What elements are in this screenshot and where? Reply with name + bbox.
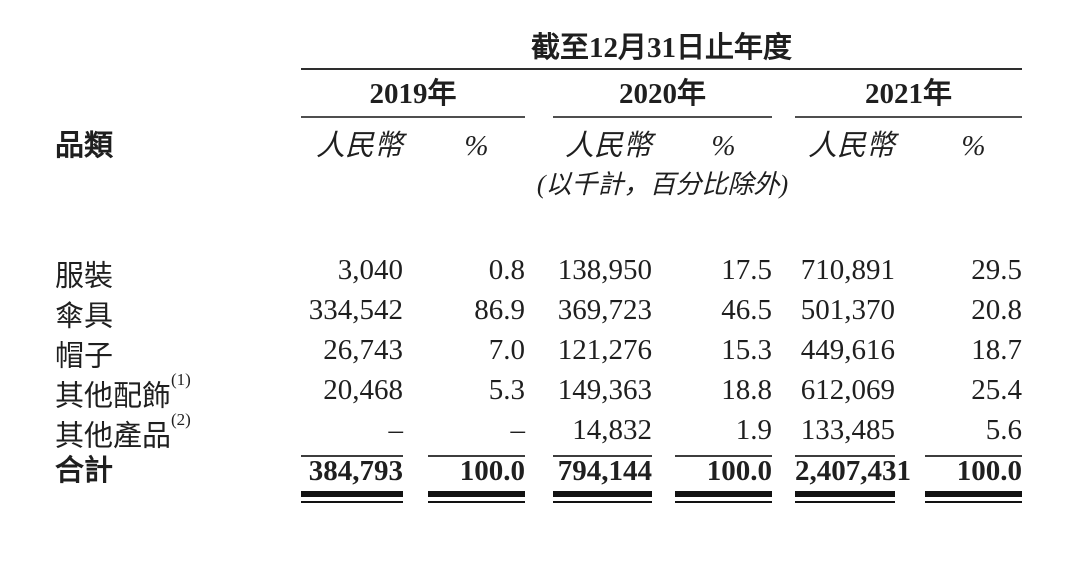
cell-2021-rmb: 501,370	[800, 294, 895, 326]
year-header-2020: 2020年	[553, 70, 772, 118]
total-label: 合計	[55, 455, 114, 487]
double-rule	[301, 491, 403, 503]
cell-2019-rmb: –	[301, 410, 403, 457]
table-row-umbrellas: 傘具 334,542 86.9 369,723 46.5 501,370 20.…	[55, 290, 1022, 333]
double-rule	[428, 491, 525, 503]
double-rule	[553, 491, 652, 503]
cell-2020-pct: 46.5	[721, 294, 772, 326]
table-row-other-accessories: 其他配飾(1) 20,468 5.3 149,363 18.8 612,069 …	[55, 370, 1022, 413]
cell-2020-pct: 17.5	[721, 254, 772, 286]
cell-2019-rmb: 3,040	[337, 254, 403, 286]
total-double-rule-row	[55, 490, 1022, 504]
cell-2019-pct: –	[428, 410, 525, 457]
double-rule	[675, 491, 772, 503]
cell-2020-rmb: 369,723	[557, 294, 652, 326]
total-2021-rmb: 2,407,431	[795, 455, 911, 487]
pct-column-header-2019: %	[464, 130, 489, 162]
year-header-2019: 2019年	[301, 70, 525, 118]
column-header-row: 品類 人民幣 % 人民幣 % 人民幣 %	[55, 118, 1022, 164]
cell-2019-rmb: 20,468	[323, 374, 403, 406]
cell-2021-pct: 29.5	[971, 254, 1022, 286]
pct-column-header-2020: %	[711, 130, 736, 162]
cell-2019-rmb: 26,743	[323, 334, 403, 366]
cell-2020-pct: 15.3	[721, 334, 772, 366]
pct-column-header-2021: %	[961, 130, 986, 162]
table-header-spanner-row: 截至12月31日止年度	[55, 30, 1022, 70]
cell-2020-pct: 18.8	[721, 374, 772, 406]
row-label: 服裝	[55, 260, 114, 293]
total-2020-pct: 100.0	[706, 455, 772, 487]
row-label: 其他產品	[55, 420, 172, 453]
cell-2019-rmb: 334,542	[308, 294, 403, 326]
cell-2021-rmb: 449,616	[800, 334, 895, 366]
units-note-row: (以千計，百分比除外)	[55, 164, 1022, 206]
category-column-header: 品類	[55, 130, 114, 162]
total-2019-pct: 100.0	[459, 455, 525, 487]
cell-2021-rmb: 710,891	[800, 254, 895, 286]
cell-2020-rmb: 149,363	[557, 374, 652, 406]
cell-2021-rmb: 612,069	[800, 374, 895, 406]
year-header-row: 2019年 2020年 2021年	[55, 70, 1022, 118]
table-title: 截至12月31日止年度	[301, 30, 1022, 70]
cell-2021-pct: 25.4	[971, 374, 1022, 406]
total-2021-pct: 100.0	[956, 455, 1022, 487]
cell-2020-pct: 1.9	[675, 410, 772, 457]
table-row-clothing: 服裝 3,040 0.8 138,950 17.5 710,891 29.5	[55, 250, 1022, 293]
footnote-ref: (2)	[171, 410, 191, 429]
cell-2021-pct: 18.7	[971, 334, 1022, 366]
rmb-column-header-2019: 人民幣	[315, 130, 403, 162]
double-rule	[795, 491, 895, 503]
rmb-column-header-2020: 人民幣	[564, 130, 652, 162]
cell-2021-rmb: 133,485	[795, 410, 895, 457]
rmb-column-header-2021: 人民幣	[807, 130, 895, 162]
double-rule	[925, 491, 1022, 503]
cell-2019-pct: 86.9	[474, 294, 525, 326]
cell-2019-pct: 0.8	[488, 254, 525, 286]
cell-2020-rmb: 138,950	[557, 254, 652, 286]
cell-2019-pct: 5.3	[488, 374, 525, 406]
cell-2020-rmb: 121,276	[557, 334, 652, 366]
units-note: (以千計，百分比除外)	[536, 170, 789, 199]
header-body-spacer	[55, 206, 1022, 250]
row-label: 其他配飾	[55, 380, 172, 413]
cell-2021-pct: 5.6	[925, 410, 1022, 457]
table-row-other-products: 其他產品(2) – – 14,832 1.9 133,485 5.6	[55, 410, 1022, 457]
total-2019-rmb: 384,793	[308, 455, 403, 487]
cell-2020-rmb: 14,832	[553, 410, 652, 457]
revenue-by-category-table: 截至12月31日止年度 2019年 2020年 2021年 品類 人民幣 % 人…	[55, 30, 1022, 504]
row-label: 傘具	[55, 300, 114, 333]
cell-2021-pct: 20.8	[971, 294, 1022, 326]
year-header-2021: 2021年	[795, 70, 1022, 118]
table-row-total: 合計 384,793 100.0 794,144 100.0 2,407,431…	[55, 450, 1022, 490]
footnote-ref: (1)	[171, 370, 191, 389]
row-label: 帽子	[55, 340, 114, 373]
table-row-hats: 帽子 26,743 7.0 121,276 15.3 449,616 18.7	[55, 330, 1022, 373]
total-2020-rmb: 794,144	[557, 455, 652, 487]
cell-2019-pct: 7.0	[488, 334, 525, 366]
